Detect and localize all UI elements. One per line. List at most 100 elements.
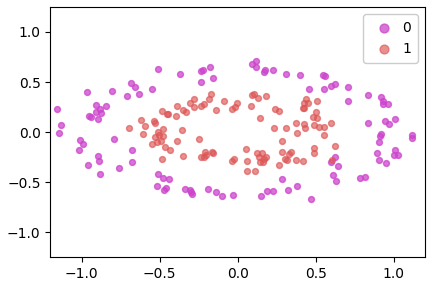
0 <box>212 190 219 195</box>
1 <box>159 133 166 138</box>
0 <box>344 99 351 104</box>
1 <box>152 135 159 139</box>
0 <box>381 119 388 123</box>
0 <box>92 110 99 114</box>
1 <box>301 101 308 106</box>
1 <box>140 132 146 137</box>
1 <box>283 158 290 162</box>
1 <box>179 128 186 132</box>
0 <box>344 85 351 89</box>
1 <box>244 159 251 163</box>
0 <box>92 103 99 107</box>
0 <box>57 122 64 127</box>
1 <box>233 100 240 105</box>
0 <box>206 65 213 69</box>
0 <box>205 186 212 191</box>
1 <box>202 153 209 158</box>
0 <box>187 187 194 192</box>
1 <box>311 151 318 156</box>
0 <box>378 132 384 136</box>
0 <box>200 68 206 73</box>
1 <box>228 159 235 163</box>
0 <box>305 87 312 92</box>
1 <box>315 124 322 129</box>
1 <box>232 105 239 110</box>
0 <box>391 153 397 157</box>
1 <box>155 130 162 134</box>
1 <box>276 162 283 167</box>
1 <box>155 132 162 137</box>
1 <box>141 124 148 128</box>
1 <box>311 123 318 128</box>
0 <box>248 62 255 67</box>
1 <box>154 140 161 144</box>
1 <box>164 112 171 116</box>
1 <box>228 107 235 111</box>
1 <box>200 102 207 106</box>
0 <box>181 187 188 192</box>
0 <box>188 190 195 194</box>
0 <box>159 176 166 180</box>
1 <box>256 155 263 159</box>
0 <box>188 192 195 196</box>
1 <box>201 155 208 160</box>
1 <box>254 96 261 101</box>
1 <box>191 97 197 101</box>
1 <box>262 155 269 159</box>
0 <box>392 147 399 152</box>
1 <box>198 155 205 160</box>
1 <box>251 92 258 96</box>
1 <box>301 126 308 130</box>
0 <box>129 160 136 164</box>
0 <box>76 148 83 152</box>
0 <box>53 107 60 112</box>
0 <box>97 107 104 112</box>
1 <box>138 118 145 123</box>
0 <box>257 194 264 199</box>
1 <box>148 142 155 147</box>
0 <box>102 103 109 108</box>
0 <box>84 163 91 167</box>
1 <box>243 147 250 151</box>
1 <box>286 152 292 156</box>
0 <box>87 115 94 120</box>
1 <box>230 157 237 162</box>
0 <box>321 74 328 79</box>
0 <box>321 87 328 91</box>
1 <box>208 149 215 154</box>
1 <box>292 120 299 125</box>
0 <box>124 94 131 98</box>
0 <box>356 176 363 181</box>
1 <box>288 150 295 154</box>
1 <box>126 126 133 131</box>
0 <box>394 152 401 157</box>
1 <box>278 139 285 144</box>
0 <box>377 95 384 100</box>
1 <box>300 105 307 110</box>
1 <box>301 105 308 110</box>
0 <box>154 67 161 71</box>
1 <box>260 160 267 164</box>
1 <box>210 151 217 156</box>
1 <box>257 116 264 120</box>
1 <box>196 137 203 141</box>
0 <box>109 89 116 93</box>
1 <box>321 125 327 130</box>
0 <box>269 67 276 72</box>
0 <box>361 175 368 179</box>
0 <box>293 184 300 189</box>
0 <box>96 172 103 177</box>
0 <box>408 133 415 137</box>
0 <box>86 113 93 118</box>
1 <box>301 121 308 126</box>
1 <box>213 108 220 112</box>
1 <box>282 126 289 131</box>
1 <box>201 150 208 155</box>
1 <box>183 110 190 114</box>
0 <box>261 68 268 73</box>
0 <box>320 72 327 77</box>
0 <box>98 111 105 115</box>
1 <box>293 131 300 135</box>
1 <box>327 120 334 125</box>
0 <box>198 79 205 84</box>
